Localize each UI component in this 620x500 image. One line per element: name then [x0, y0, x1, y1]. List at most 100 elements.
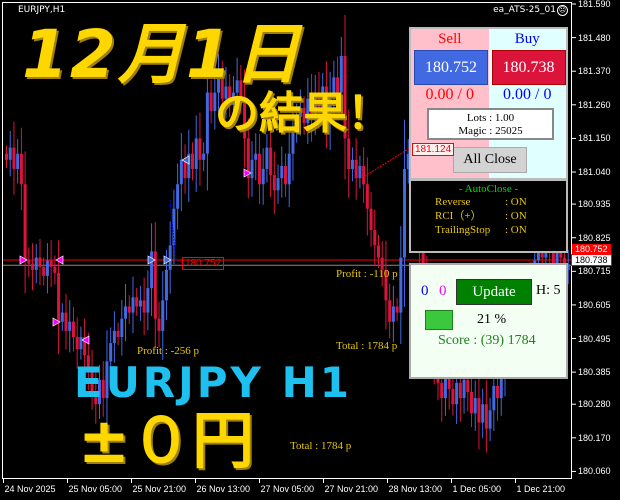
candle-body — [291, 129, 295, 154]
progress-percent: 21 % — [477, 312, 507, 327]
autoclose-value: : ON — [505, 210, 527, 222]
expert-advisor-name[interactable]: ea_ATS-25_01 ☹ — [493, 5, 568, 16]
candle-body — [220, 77, 224, 99]
candle-body — [421, 245, 425, 276]
candle-body — [246, 138, 250, 179]
candle-body — [358, 165, 362, 179]
arrow-right-icon — [243, 168, 252, 178]
candle-body — [257, 153, 261, 185]
candle-body — [298, 107, 302, 118]
time-label: 25 Nov 21:00 — [132, 484, 187, 494]
candle-body — [350, 159, 354, 169]
candle-body — [75, 336, 79, 350]
candle-body — [5, 153, 8, 160]
trade-line — [169, 199, 177, 263]
trade-line — [361, 147, 411, 179]
sell-button[interactable]: 180.752 — [414, 50, 488, 85]
candle-body — [68, 321, 72, 331]
lots-value: Lots : 1.00 — [466, 112, 515, 124]
ask-price-tag: 180.752 — [572, 244, 611, 254]
arrow-right-icon — [52, 317, 61, 327]
result-title: の結果！ — [215, 88, 391, 139]
candle-body — [324, 86, 328, 124]
candle-body — [317, 92, 321, 108]
candle-body — [336, 77, 340, 93]
candle-body — [131, 297, 135, 313]
candle-body — [377, 245, 380, 258]
candle-body — [101, 379, 105, 399]
candle-body — [34, 257, 38, 270]
price-label: 180.385 — [578, 367, 611, 378]
expert-name: ea_ATS-25_01 — [493, 5, 556, 15]
arrow-right-icon — [19, 255, 28, 265]
autoclose-box: - AutoClose - Reverse: ON RCI（+）: ON Tra… — [409, 179, 568, 253]
all-close-button[interactable]: All Close — [453, 147, 527, 173]
candle-body — [555, 245, 559, 264]
candle-body — [287, 153, 291, 185]
score: Score : (39) 1784 — [438, 333, 536, 348]
price-label: 181.150 — [578, 133, 611, 144]
arrow-left-icon — [55, 255, 64, 265]
candle-body — [19, 153, 23, 185]
candle-body — [269, 147, 273, 176]
candle-body — [462, 379, 466, 399]
candle-body — [440, 382, 444, 399]
candle-body — [172, 208, 176, 246]
candle-body — [313, 92, 317, 118]
candle-body — [492, 385, 496, 411]
autoclose-value: : ON — [505, 196, 527, 208]
autoclose-trailingstop: TrailingStop: ON — [411, 223, 566, 237]
candle-body — [146, 288, 150, 313]
candle-body — [254, 153, 258, 160]
candle-body — [176, 184, 180, 209]
price-label: 180.060 — [578, 466, 611, 477]
pair-title: EURJPY H1 — [74, 358, 352, 407]
candle-body — [27, 260, 31, 264]
candle-body — [339, 55, 343, 93]
candle-body — [496, 385, 500, 399]
progress-indicator — [425, 310, 453, 330]
candle-body — [261, 168, 265, 185]
candle-body — [205, 92, 209, 154]
candle-body — [112, 330, 116, 344]
candle-body — [49, 260, 53, 267]
candle-body — [23, 184, 27, 261]
arrow-left-icon — [81, 335, 90, 345]
candle-body — [142, 300, 146, 313]
candle-body — [388, 300, 392, 322]
candle-body — [321, 86, 325, 108]
candle-body — [499, 373, 503, 399]
candle-body — [109, 343, 113, 362]
candle-body — [153, 251, 157, 319]
candle-body — [198, 138, 202, 160]
status-panel: 0 0 Update H: 5 21 % Score : (39) 1784 — [409, 263, 568, 379]
candle-body — [332, 77, 336, 99]
candle-body — [280, 165, 284, 179]
update-button[interactable]: Update — [456, 279, 532, 305]
candle-body — [120, 318, 124, 337]
candle-body — [202, 153, 206, 160]
candle-body — [365, 184, 369, 209]
trade1-profit: Profit : -256 p — [137, 345, 200, 357]
sell-profit-loss: 0.00 / 0 — [425, 86, 474, 103]
candle-body — [481, 404, 485, 423]
autoclose-key: TrailingStop — [435, 224, 491, 236]
price-label: 180.605 — [578, 299, 611, 310]
price-label: 180.825 — [578, 232, 611, 243]
arrow-right-icon — [163, 255, 172, 265]
candle-body — [53, 266, 57, 273]
candle-body — [217, 77, 221, 93]
candle-body — [447, 373, 451, 389]
time-label: 26 Nov 13:00 — [196, 484, 251, 494]
candle-body — [90, 367, 94, 392]
candle-body — [272, 175, 276, 191]
candle-body — [83, 336, 87, 356]
trade1-total: Total : 1784 p — [290, 440, 352, 452]
candle-body — [235, 80, 239, 93]
candle-body — [161, 300, 165, 331]
buy-button[interactable]: 180.738 — [491, 50, 566, 85]
candle-body — [124, 306, 128, 319]
candle-body — [354, 159, 358, 179]
candle-body — [391, 306, 395, 322]
candle-body — [443, 373, 447, 399]
